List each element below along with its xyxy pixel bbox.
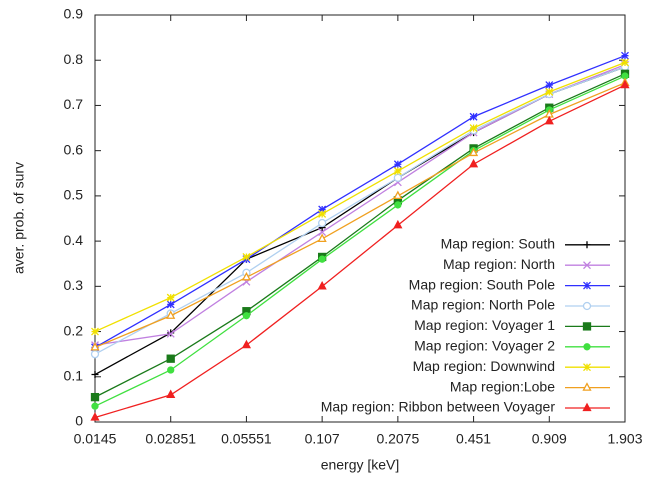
x-tick-label: 0.0145: [74, 431, 117, 447]
marker: [393, 219, 403, 229]
legend-marker: [583, 241, 591, 249]
marker: [166, 329, 175, 338]
legend-label: Map region: Voyager 2: [414, 338, 555, 354]
marker: [620, 79, 630, 89]
marker: [91, 371, 99, 379]
marker: [166, 354, 175, 363]
marker: [318, 228, 327, 237]
series-line: [94, 61, 626, 333]
x-tick-label: 1.903: [607, 431, 642, 447]
marker: [393, 160, 402, 169]
marker: [90, 350, 100, 359]
y-tick-label: 0.9: [64, 6, 84, 22]
x-tick-label: 0.909: [532, 431, 567, 447]
marker: [242, 252, 251, 261]
marker: [241, 271, 252, 281]
series-line: [94, 55, 626, 348]
x-tick-label: 0.451: [456, 431, 491, 447]
marker: [242, 312, 251, 320]
marker: [469, 124, 478, 133]
marker: [166, 293, 175, 302]
legend-marker: [582, 402, 592, 412]
legend-label: Map region: South Pole: [409, 276, 556, 292]
legend-marker: [583, 281, 591, 290]
x-tick-label: 0.2075: [376, 431, 419, 447]
y-tick-label: 0.6: [64, 141, 84, 157]
marker: [545, 81, 554, 90]
y-tick-label: 0.5: [64, 187, 84, 203]
legend-label: Map region: Downwind: [413, 358, 555, 374]
series-line: [94, 84, 626, 419]
y-tick-label: 0.2: [64, 322, 84, 338]
legend-label: Map region: Ribbon between Voyager: [321, 399, 556, 415]
series-line: [94, 66, 626, 355]
series-line: [94, 82, 626, 348]
marker: [318, 210, 327, 218]
marker: [393, 173, 403, 182]
legend-marker: [582, 301, 592, 311]
marker: [544, 115, 554, 125]
marker: [91, 402, 99, 410]
marker: [241, 339, 252, 349]
marker: [90, 342, 100, 351]
legend-marker: [583, 261, 591, 270]
x-tick-label: 0.05551: [221, 431, 272, 447]
marker: [394, 201, 402, 209]
y-tick-label: 0.3: [64, 277, 84, 293]
y-axis-label: aver. prob. of surv: [11, 162, 27, 274]
legend-marker: [582, 382, 592, 391]
y-tick-label: 0.1: [64, 367, 84, 383]
marker: [166, 310, 176, 319]
marker: [90, 412, 100, 421]
legend-marker: [583, 343, 591, 351]
marker: [393, 167, 402, 175]
y-tick-label: 0: [75, 413, 83, 429]
marker: [90, 392, 100, 402]
marker: [621, 58, 629, 67]
marker: [621, 51, 629, 60]
marker: [318, 255, 326, 263]
series-line: [94, 73, 626, 398]
legend-label: Map region: North Pole: [411, 297, 555, 313]
marker: [317, 233, 327, 243]
x-axis-label: energy [keV]: [321, 457, 400, 473]
legend-marker: [582, 322, 592, 331]
marker: [167, 366, 175, 374]
marker: [468, 158, 479, 168]
legend-marker: [583, 363, 591, 372]
marker: [545, 87, 554, 96]
marker: [317, 280, 327, 290]
plot-frame: [94, 14, 626, 423]
legend-label: Map region: Voyager 1: [414, 317, 555, 333]
y-tick-label: 0.8: [64, 51, 84, 67]
marker: [318, 205, 327, 214]
marker: [393, 190, 403, 200]
marker: [166, 389, 176, 399]
y-tick-label: 0.4: [64, 232, 84, 248]
marker: [166, 300, 175, 309]
x-tick-label: 0.107: [305, 431, 340, 447]
marker: [468, 147, 479, 157]
marker: [91, 327, 99, 336]
legend-label: Map region: North: [443, 256, 555, 272]
marker: [317, 218, 327, 228]
marker: [469, 112, 478, 121]
legend-label: Map region: South: [441, 236, 555, 252]
series-line: [94, 75, 626, 407]
legend-label: Map region:Lobe: [450, 378, 555, 394]
y-tick-label: 0.7: [64, 96, 84, 112]
x-tick-label: 0.02851: [145, 431, 196, 447]
